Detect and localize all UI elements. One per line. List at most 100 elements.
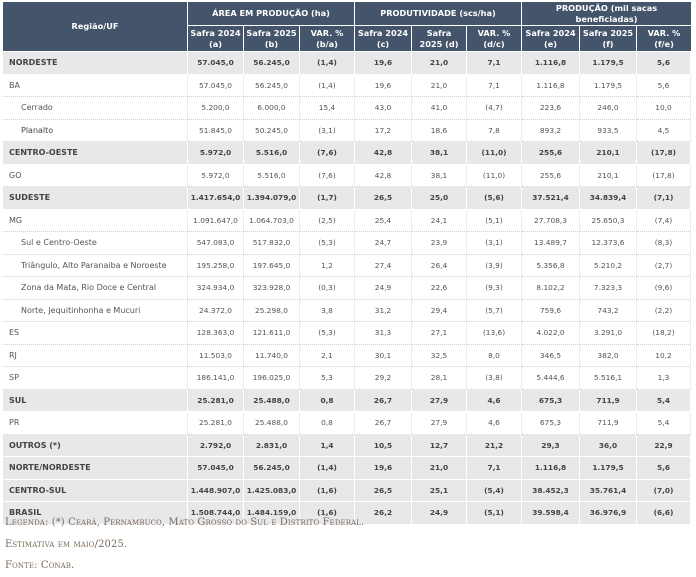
region-name-cell: CENTRO-SUL	[3, 479, 188, 502]
value-cell: 5.210,2	[580, 254, 638, 277]
value-cell: 7.323,3	[580, 277, 638, 300]
value-cell: (11,0)	[467, 164, 523, 187]
value-cell: 7,8	[467, 119, 523, 142]
value-cell: 25.488,0	[244, 389, 300, 412]
value-cell: (1,4)	[300, 74, 355, 97]
value-cell: 7,1	[467, 52, 523, 75]
value-cell: 1.484.159,0	[244, 502, 300, 525]
value-cell: 675,3	[522, 389, 581, 412]
region-name-cell: RJ	[3, 344, 188, 367]
table-row-region-total: CENTRO-SUL 1.448.907,0 1.425.083,0 (1,6) 26,…	[3, 479, 692, 502]
value-cell: (1,6)	[300, 502, 355, 525]
value-cell: 30,1	[355, 344, 412, 367]
value-cell: 21,0	[412, 74, 467, 97]
value-cell: 7,1	[467, 457, 523, 480]
value-cell: (7,1)	[637, 187, 692, 210]
value-cell: 246,0	[580, 97, 638, 120]
region-name-cell: Triângulo, Alto Paranaiba e Noroeste	[3, 254, 188, 277]
table-notes: Legenda: (*) Ceará, Pernambuco, Mato Gro…	[5, 512, 364, 577]
value-cell: 10,0	[637, 97, 692, 120]
production-var-header: VAR. % (f/e)	[637, 26, 692, 52]
value-cell: (18,2)	[637, 322, 692, 345]
region-name-cell: OUTROS (*)	[3, 434, 188, 457]
value-cell: 51.845,0	[188, 119, 244, 142]
area-2025-header: Safra 2025 (b)	[244, 26, 300, 52]
value-cell: 25.650,3	[580, 209, 638, 232]
productivity-var-header: VAR. % (d/c)	[467, 26, 523, 52]
table-row: MG 1.091.647,0 1.064.703,0 (2,5) 25,4 24,1 (5,…	[3, 209, 692, 232]
value-cell: 5,6	[637, 52, 692, 75]
value-cell: 26,7	[355, 412, 412, 435]
value-cell: 2,1	[300, 344, 355, 367]
value-cell: 26,2	[355, 502, 412, 525]
value-cell: 5.516,0	[244, 142, 300, 165]
value-cell: 25.281,0	[188, 389, 244, 412]
value-cell: 34.839,4	[580, 187, 638, 210]
table-row-region-total: NORTE/NORDESTE 57.045,0 56.245,0 (1,4) 19,6 2…	[3, 457, 692, 480]
value-cell: 27,9	[412, 412, 467, 435]
value-cell: 4,6	[467, 412, 523, 435]
value-cell: 5,4	[637, 389, 692, 412]
value-cell: 22,9	[637, 434, 692, 457]
value-cell: 196.025,0	[244, 367, 300, 390]
table-row: Cerrado 5.200,0 6.000,0 15,4 43,0 41,0 (4,7) 22…	[3, 97, 692, 120]
value-cell: (3,8)	[467, 367, 523, 390]
value-cell: (5,1)	[467, 502, 523, 525]
value-cell: (5,1)	[467, 209, 523, 232]
table-row-region-total: SUL 25.281,0 25.488,0 0,8 26,7 27,9 4,6 675,3 71…	[3, 389, 692, 412]
value-cell: 4,5	[637, 119, 692, 142]
value-cell: 26,7	[355, 389, 412, 412]
value-cell: 25.281,0	[188, 412, 244, 435]
value-cell: (3,9)	[467, 254, 523, 277]
value-cell: 24,1	[412, 209, 467, 232]
region-name-cell: ES	[3, 322, 188, 345]
value-cell: (1,6)	[300, 479, 355, 502]
value-cell: (1,7)	[300, 187, 355, 210]
value-cell: 17,2	[355, 119, 412, 142]
region-name-cell: Planalto	[3, 119, 188, 142]
value-cell: 10,2	[637, 344, 692, 367]
value-cell: 382,0	[580, 344, 638, 367]
legend-note: Legenda: (*) Ceará, Pernambuco, Mato Gro…	[5, 517, 365, 528]
estimate-note: Estimativa em maio/2025.	[5, 538, 128, 550]
table-row: RJ 11.503,0 11.740,0 2,1 30,1 32,5 8,0 346,5 382…	[3, 344, 692, 367]
region-name-cell: CENTRO-OESTE	[3, 142, 188, 165]
value-cell: 517.832,0	[244, 232, 300, 255]
value-cell: 35.761,4	[580, 479, 638, 502]
coffee-production-table: Região/UF ÁREA EM PRODUÇÃO (ha) PRODUTIV…	[3, 2, 692, 525]
value-cell: 5.356,8	[522, 254, 581, 277]
region-name-cell: BA	[3, 74, 188, 97]
value-cell: 42,8	[355, 164, 412, 187]
value-cell: 210,1	[580, 164, 638, 187]
value-cell: 25,0	[412, 187, 467, 210]
value-cell: 0,8	[300, 412, 355, 435]
production-2025-header: Safra 2025 (f)	[580, 26, 638, 52]
value-cell: 25.488,0	[244, 412, 300, 435]
value-cell: 27.708,3	[522, 209, 581, 232]
area-2024-header: Safra 2024 (a)	[188, 26, 244, 52]
value-cell: 1.425.083,0	[244, 479, 300, 502]
value-cell: 5.516,0	[244, 164, 300, 187]
region-name-cell: Cerrado	[3, 97, 188, 120]
value-cell: (5,4)	[467, 479, 523, 502]
value-cell: 8.102,2	[522, 277, 581, 300]
production-2024-header: Safra 2024 (e)	[522, 26, 581, 52]
value-cell: 32,5	[412, 344, 467, 367]
value-cell: 711,9	[580, 412, 638, 435]
value-cell: 27,9	[412, 389, 467, 412]
value-cell: 57.045,0	[188, 457, 244, 480]
value-cell: 37.521,4	[522, 187, 581, 210]
region-name-cell: Norte, Jequitinhonha e Mucuri	[3, 299, 188, 322]
value-cell: 43,0	[355, 97, 412, 120]
value-cell: 24.372,0	[188, 299, 244, 322]
table-row: Zona da Mata, Rio Doce e Central 324.934,…	[3, 277, 692, 300]
value-cell: 210,1	[580, 142, 638, 165]
productivity-2024-header: Safra 2024 (c)	[355, 26, 412, 52]
value-cell: 39.598,4	[522, 502, 581, 525]
value-cell: (0,3)	[300, 277, 355, 300]
value-cell: 5,3	[300, 367, 355, 390]
table-body: NORDESTE 57.045,0 56.245,0 (1,4) 19,6 21,0 7,1…	[3, 52, 692, 525]
value-cell: 26,5	[355, 479, 412, 502]
value-cell: 255,6	[522, 164, 581, 187]
region-name-cell: SP	[3, 367, 188, 390]
